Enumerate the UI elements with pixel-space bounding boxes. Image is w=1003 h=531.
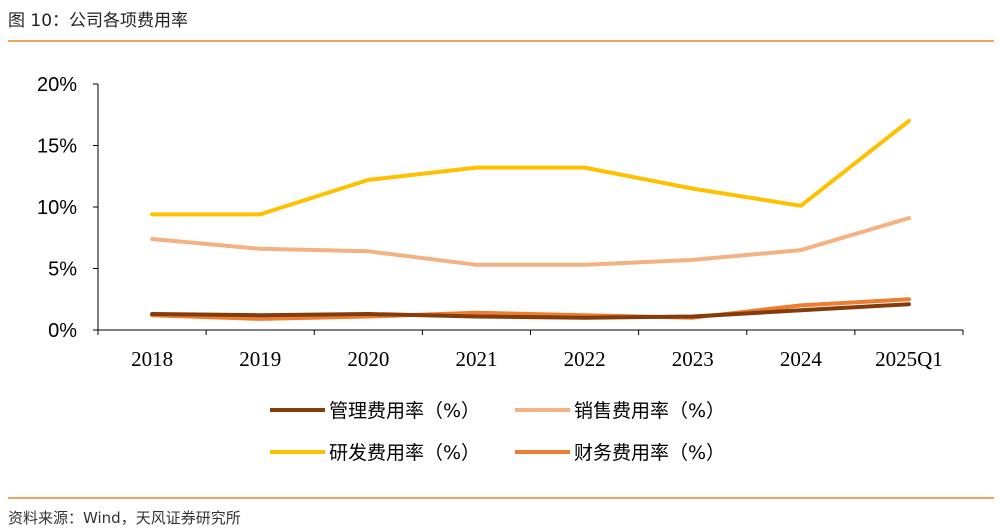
x-tick-label: 2022	[564, 347, 606, 371]
figure-title: 图 10：公司各项费用率	[8, 11, 189, 31]
x-axis-ticks: 2018 2019 2020 2021 2022 2023 2024 2025Q1	[97, 330, 964, 371]
axes	[97, 84, 963, 331]
x-tick-label: 2020	[347, 347, 389, 371]
series-lines	[150, 118, 911, 321]
x-tick-label: 2024	[780, 347, 823, 371]
line-chart: 0%5%10%15%20% 2018 2019 2020 2021 2022 2023 20…	[37, 74, 964, 464]
x-tick-label: 2021	[455, 347, 497, 371]
y-tick-label: 0%	[48, 320, 77, 342]
x-tick-label: 2018	[131, 347, 173, 371]
y-tick-label: 15%	[37, 136, 77, 158]
legend-label-1: 管理费用率（%）	[329, 400, 480, 422]
series-line-2	[150, 216, 911, 267]
legend-label-3: 研发费用率（%）	[329, 442, 480, 464]
footer-divider	[8, 497, 994, 499]
series-line-1	[150, 302, 911, 320]
legend-label-2: 销售费用率（%）	[574, 400, 725, 422]
source-note: 资料来源：Wind，天风证券研究所	[8, 509, 241, 527]
series-line-3	[150, 118, 911, 217]
x-tick-label: 2025Q1	[875, 347, 943, 371]
x-tick-label: 2023	[672, 347, 714, 371]
series-line-4	[150, 297, 911, 321]
legend: 管理费用率（%） 销售费用率（%） 研发费用率（%） 财务费用率（%）	[270, 400, 725, 464]
y-axis-ticks: 0% 5% 10% 15% 20%	[37, 74, 98, 342]
legend-label-4: 财务费用率（%）	[574, 442, 725, 464]
title-divider	[8, 40, 994, 42]
x-tick-label: 2019	[239, 347, 281, 371]
y-tick-label: 10%	[37, 197, 77, 219]
y-tick-label: 5%	[48, 259, 77, 281]
y-tick-label: 20%	[37, 74, 77, 96]
